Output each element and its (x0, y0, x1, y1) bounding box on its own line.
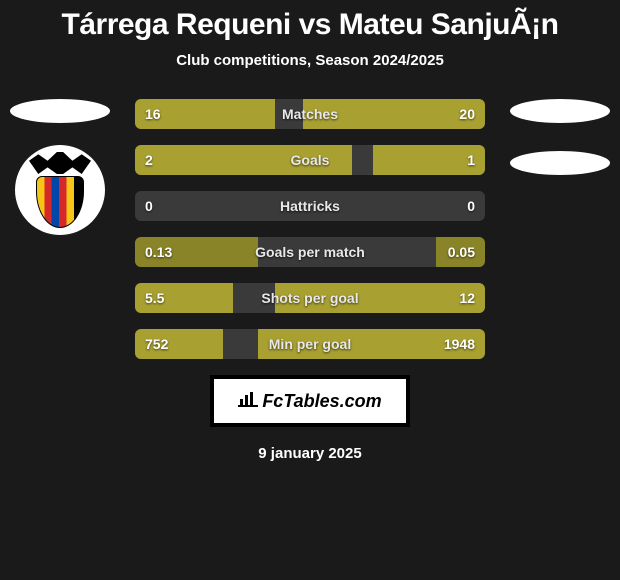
stat-label: Shots per goal (135, 283, 485, 313)
page-title: Tárrega Requeni vs Mateu SanjuÃ¡n (0, 0, 620, 42)
stat-label: Hattricks (135, 191, 485, 221)
stat-row: 21Goals (135, 145, 485, 175)
player-photo-placeholder-right-1 (510, 99, 610, 123)
page-subtitle: Club competitions, Season 2024/2025 (0, 52, 620, 69)
stat-label: Matches (135, 99, 485, 129)
source-logo-box: FcTables.com (210, 375, 410, 427)
stat-label: Goals (135, 145, 485, 175)
stat-label: Goals per match (135, 237, 485, 267)
player-photo-placeholder-left (10, 99, 110, 123)
left-player-column (10, 99, 110, 235)
comparison-content: 1620Matches 21Goals 00Hattricks 0.130.05Goa… (0, 99, 620, 462)
stat-row: 5.512Shots per goal (135, 283, 485, 313)
bat-icon (29, 152, 91, 174)
club-badge-left (15, 145, 105, 235)
club-badge-inner (29, 152, 91, 228)
stat-row: 00Hattricks (135, 191, 485, 221)
player-photo-placeholder-right-2 (510, 151, 610, 175)
stat-label: Min per goal (135, 329, 485, 359)
source-logo-label: FcTables.com (262, 391, 381, 412)
date-label: 9 january 2025 (0, 445, 620, 462)
source-logo-text: FcTables.com (238, 391, 381, 412)
stat-row: 7521948Min per goal (135, 329, 485, 359)
chart-icon (238, 391, 258, 412)
stat-row: 1620Matches (135, 99, 485, 129)
shield-icon (36, 176, 84, 228)
right-player-column (510, 99, 610, 203)
stat-bars: 1620Matches 21Goals 00Hattricks 0.130.05Goa… (135, 99, 485, 359)
stat-row: 0.130.05Goals per match (135, 237, 485, 267)
